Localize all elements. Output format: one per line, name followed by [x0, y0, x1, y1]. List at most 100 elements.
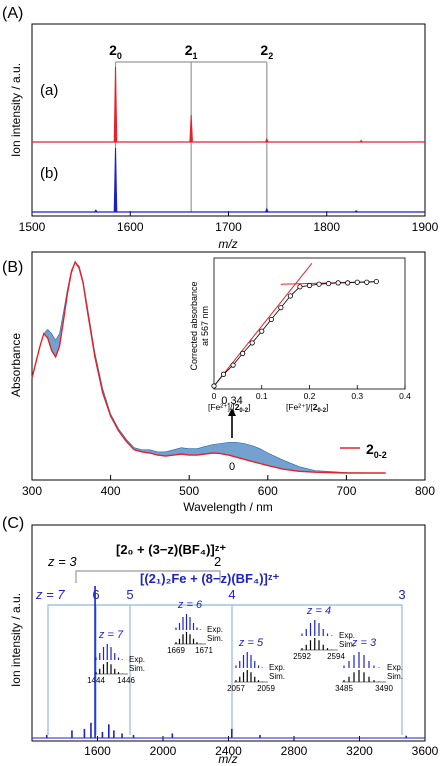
panel-c-frame — [31, 524, 426, 742]
inset-sim-label: Sim. — [339, 640, 355, 649]
inset-xtick-label: 0.1 — [256, 391, 268, 401]
arrow-head — [228, 408, 236, 416]
series2-z-label: 3 — [398, 587, 405, 602]
series2-z-label: 6 — [92, 587, 99, 602]
ms-peak — [94, 209, 98, 213]
inset-point — [220, 371, 227, 377]
b-xtick-label: 400 — [101, 484, 121, 498]
inset-ylabel-2: at 567 nm — [200, 306, 210, 346]
ms-traces — [32, 66, 425, 213]
inset-tick-label: 1446 — [117, 676, 135, 685]
b-xtick-label: 700 — [336, 484, 356, 498]
a-xtick-label: 1600 — [117, 220, 144, 234]
inset-tick-label: 2592 — [293, 652, 311, 661]
isotope-inset: z = 4 Exp.Sim. 2592 2594 — [293, 605, 355, 661]
inset-point — [240, 350, 246, 356]
inset-point — [278, 305, 284, 311]
inset-ylabel-1: Corrected absorbance — [189, 281, 199, 370]
ms-peak — [354, 210, 358, 213]
inset-xtick-label: 0.3 — [351, 391, 363, 401]
series1-bracket — [75, 570, 221, 583]
inset-xlabel-left: [Fe²⁺]/[20-2] — [208, 402, 250, 414]
inset-sim-label: Sim. — [129, 664, 145, 673]
ms-peak — [359, 139, 363, 143]
spectrum-red — [31, 260, 386, 474]
panel-b-xlabel: Wavelength / nm — [183, 500, 273, 514]
b-xtick-label: 600 — [258, 484, 278, 498]
peak-label: 20 — [109, 42, 122, 61]
a-xtick-label: 1700 — [215, 220, 242, 234]
ms-peak — [113, 147, 118, 213]
panel-b-xaxis: 300 400 500 600 700 800 — [22, 475, 435, 498]
inset-point — [306, 282, 313, 289]
inset-exp-label: Exp. — [129, 655, 145, 664]
inset-xtick-label: 0 — [212, 391, 217, 401]
inset-exp-label: Exp. — [339, 631, 355, 640]
inset-tick-label: 3485 — [335, 684, 353, 693]
inset-tick-label: 1444 — [87, 676, 105, 685]
inset-point — [316, 281, 322, 287]
panel-a-ylabel: Ion intensity / a.u. — [9, 63, 23, 157]
inset-frame — [213, 257, 406, 390]
inset-point — [335, 280, 341, 286]
b-xtick-label: 800 — [415, 484, 435, 498]
series1-label: [2₀ + (3−z)(BF₄)]ᶻ⁺ — [116, 542, 226, 557]
ms-peak — [265, 207, 269, 213]
ms-peak — [113, 66, 118, 143]
series1-z-start: z = 3 — [47, 554, 77, 569]
arrow-bottom-label: 0 — [229, 461, 235, 473]
inset-point — [364, 279, 370, 285]
series2-z-label: 4 — [228, 587, 235, 602]
a-xtick-label: 1500 — [19, 220, 46, 234]
peak-label: 22 — [260, 42, 273, 61]
peak-labels: 20 21 22 — [109, 42, 273, 61]
inset-exp-label: Exp. — [207, 625, 223, 634]
isotope-inset: z = 7 Exp.Sim. 1444 1446 — [87, 629, 145, 685]
isotope-inset: z = 5 Exp.Sim. 2057 2059 — [227, 637, 285, 693]
series1-z-end: 2 — [214, 554, 221, 569]
c-xtick-label: 3600 — [412, 744, 439, 758]
inset-tick-label: 1671 — [195, 646, 213, 655]
inset-exp-label: Exp. — [269, 663, 285, 672]
panel-c-xlabel: m/z — [218, 752, 237, 766]
panel-a-xlabel: m/z — [218, 237, 237, 251]
panel-c-spectrum — [32, 586, 425, 739]
inset-sim-label: Sim. — [269, 672, 285, 681]
c-xtick-label: 2000 — [150, 744, 177, 758]
inset-tick-label: 2594 — [327, 652, 345, 661]
inset-z-label: z = 4 — [306, 605, 331, 617]
inset-tick-label: 2057 — [227, 684, 245, 693]
inset-point — [259, 328, 265, 334]
isotope-inset: z = 6 Exp.Sim. 1669 1671 — [167, 599, 223, 655]
inset-sim-label: Sim. — [387, 672, 403, 681]
series2-z-label: 5 — [126, 587, 133, 602]
inset-point — [325, 280, 332, 287]
inset-xtick-label: 0.4 — [399, 391, 411, 401]
trace-a-label: (a) — [40, 82, 58, 99]
c-xtick-label: 2800 — [281, 744, 308, 758]
ms-peak — [189, 114, 193, 143]
arrow-top-label: 0.34 — [221, 395, 242, 407]
inset-xlabel-right: [Fe²⁺]/[20-2] — [286, 402, 328, 414]
c-xtick-label: 2400 — [215, 744, 242, 758]
inset-tick-label: 3490 — [375, 684, 393, 693]
panel-c-ylabel: Ion intensity / a.u. — [9, 593, 23, 687]
trace-b-label: (b) — [40, 165, 58, 182]
inset-point — [287, 293, 293, 299]
panel-c-xaxis: 1600 2000 2400 2800 3200 3600 — [84, 736, 439, 758]
c-xtick-label: 3200 — [346, 744, 373, 758]
inset-xtick-label: 0.2 — [304, 391, 316, 401]
inset-point — [373, 278, 379, 285]
b-xtick-label: 300 — [22, 484, 42, 498]
series2-z-start: z = 7 — [35, 587, 65, 602]
a-xtick-label: 1800 — [313, 220, 340, 234]
inset-point — [268, 316, 274, 323]
ms-peak — [265, 137, 269, 143]
panel-c-label: (C) — [2, 515, 24, 532]
inset-z-label: z = 7 — [98, 629, 124, 641]
inset-z-label: z = 6 — [177, 599, 203, 611]
panel-b-label: (B) — [2, 259, 23, 276]
